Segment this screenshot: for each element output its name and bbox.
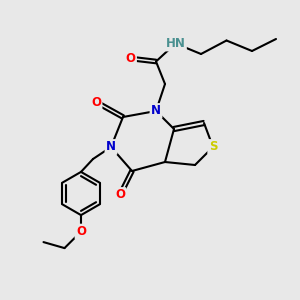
- Text: S: S: [209, 140, 217, 154]
- Text: O: O: [76, 225, 86, 238]
- Text: N: N: [106, 140, 116, 154]
- Text: O: O: [115, 188, 125, 202]
- Text: N: N: [151, 104, 161, 118]
- Text: O: O: [125, 52, 136, 65]
- Text: O: O: [91, 95, 101, 109]
- Text: HN: HN: [166, 37, 185, 50]
